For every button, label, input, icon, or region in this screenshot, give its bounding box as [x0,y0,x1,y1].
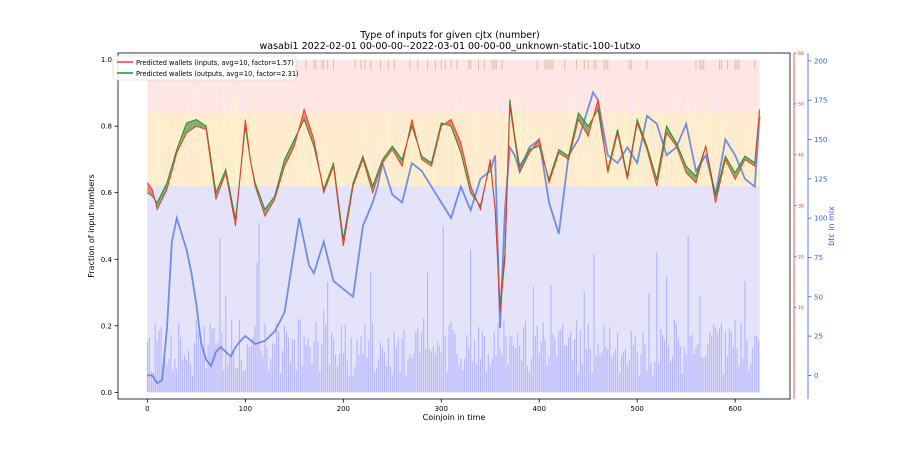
legend-label-outputs: Predicted wallets (outputs, avg=10, fact… [136,70,299,78]
y2-tick-label: 100 [814,215,827,223]
y-tick-label: 0.0 [101,389,112,397]
plot-frame [117,52,791,400]
y3-tick-label: 30 [798,203,804,209]
y2-axis-label: btc in mix [827,206,836,246]
y2-tick-label: 0 [814,372,818,380]
inputs-line [146,99,761,313]
y-tick-label: 0.8 [101,123,112,131]
x-tick-label: 500 [630,405,643,413]
y2-tick-label: 150 [814,136,827,144]
y-tick-label: 0.4 [101,256,113,264]
series-lines [146,90,761,385]
y2-tick-label: 75 [814,254,823,262]
btc-in-mix-line [147,90,761,385]
y2-tick-label: 125 [814,175,827,183]
y3-tick-label: 10 [798,305,804,311]
legend-box [112,55,297,81]
stacked-bars [146,59,761,393]
y-tick-label: 0.6 [101,189,113,197]
x-tick-label: 100 [239,405,252,413]
x-tick-label: 200 [337,405,350,413]
axes: 0 100 200 300 400 500 6000.00.20.40.60.81.0102… [101,51,828,413]
y-tick-label: 1.0 [101,56,112,64]
y2-tick-label: 25 [814,333,823,341]
y3-tick-label: 60 [798,51,804,57]
legend-label-inputs: Predicted wallets (inputs, avg=10, facto… [136,59,294,67]
y3-tick-label: 20 [798,254,804,260]
y2-tick-label: 200 [814,57,827,65]
y3-tick-label: 50 [798,102,804,108]
x-axis-label: Coinjoin in time [423,413,486,422]
outputs-greater-fill [605,119,706,187]
x-tick-label: 600 [728,405,741,413]
y2-tick-label: 175 [814,97,827,105]
y3-tick-label: 40 [798,153,804,159]
x-tick-label: 0 [145,405,149,413]
legend: Predicted wallets (inputs, avg=10, facto… [112,55,299,81]
chart-subtitle: wasabi1 2022-02-01 00-00-00--2022-03-01 … [259,41,640,52]
y-tick-label: 0.2 [101,322,112,330]
y2-tick-label: 50 [814,293,823,301]
x-tick-label: 400 [533,405,546,413]
y-axis-label: Fraction of input numbers [87,174,96,277]
x-tick-label: 300 [435,405,448,413]
chart-title: Type of inputs for given cjtx (number) [359,30,539,41]
